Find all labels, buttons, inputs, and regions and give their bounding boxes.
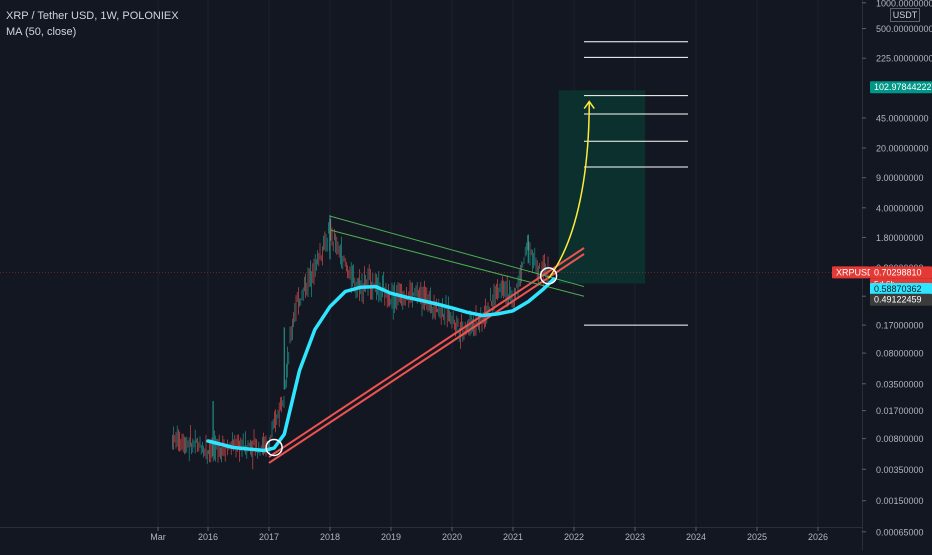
price-axis-label[interactable]: 0.08000000 xyxy=(876,349,924,359)
time-axis-label[interactable]: 2024 xyxy=(686,532,706,542)
time-axis-label[interactable]: 2019 xyxy=(381,532,401,542)
target-price-tag-bg xyxy=(870,81,932,94)
price-axis-label[interactable]: 500.00000000 xyxy=(876,24,932,34)
channel-upper-line[interactable] xyxy=(329,215,585,288)
price-axis-label[interactable]: 0.00800000 xyxy=(876,434,924,444)
time-axis-label[interactable]: 2026 xyxy=(808,532,828,542)
ma-value-tag-bg xyxy=(870,282,932,295)
last-price-tag-bg xyxy=(870,266,932,279)
channel-lower-line[interactable] xyxy=(329,229,585,297)
price-axis-label[interactable]: 1.80000000 xyxy=(876,233,924,243)
price-axis-label[interactable]: 225.00000000 xyxy=(876,54,932,64)
indicator-label[interactable]: MA (50, close) xyxy=(6,26,77,38)
time-axis-label[interactable]: 2022 xyxy=(564,532,584,542)
uptrend-line-upper[interactable] xyxy=(268,247,585,458)
time-axis-label[interactable]: 2017 xyxy=(259,532,279,542)
price-axis-label[interactable]: 4.00000000 xyxy=(876,203,924,213)
price-axis-label[interactable]: 0.00065000 xyxy=(876,527,924,537)
price-axis-label[interactable]: 0.03500000 xyxy=(876,379,924,389)
symbol-title[interactable]: XRP / Tether USD, 1W, POLONIEX xyxy=(6,10,179,22)
price-axis-label[interactable]: 1000.00000000 xyxy=(876,0,932,8)
price-axis-label[interactable]: 20.00000000 xyxy=(876,144,929,154)
symbol-price-tag-bg xyxy=(832,266,870,279)
price-axis-label[interactable]: 0.00350000 xyxy=(876,465,924,475)
ma-50-line[interactable] xyxy=(206,277,556,453)
price-axis-label[interactable]: 45.00000000 xyxy=(876,113,929,123)
highlight-circle[interactable] xyxy=(265,438,283,457)
target-price-tag[interactable]: 102.97844222 xyxy=(874,82,932,92)
ma-value-tag[interactable]: 0.58870362 xyxy=(874,284,922,294)
symbol-price-tag[interactable]: XRPUSDT xyxy=(836,267,880,277)
scale-unit-badge[interactable]: USDT xyxy=(890,8,920,22)
last-price-tag[interactable]: 0.70298810 xyxy=(874,267,922,277)
projection-arrow-head xyxy=(583,100,595,109)
price-axis-label[interactable]: 0.17000000 xyxy=(876,321,924,331)
time-axis-label[interactable]: 2018 xyxy=(320,532,340,542)
highlight-circle[interactable] xyxy=(539,267,558,285)
time-axis-label[interactable]: 2023 xyxy=(625,532,645,542)
time-axis-label[interactable]: 2016 xyxy=(198,532,218,542)
time-axis-label[interactable]: 2025 xyxy=(747,532,767,542)
time-axis-label[interactable]: Mar xyxy=(150,532,166,542)
projection-arrow[interactable] xyxy=(547,101,590,279)
time-axis-label[interactable]: 2021 xyxy=(503,532,523,542)
price-axis-label[interactable]: 9.00000000 xyxy=(876,173,924,183)
target-zone-box[interactable] xyxy=(558,90,646,284)
lower-value-tag-bg xyxy=(870,293,932,306)
time-axis-label[interactable]: 2020 xyxy=(442,532,462,542)
price-axis-label[interactable]: 0.00150000 xyxy=(876,496,924,506)
chart-legend: XRP / Tether USD, 1W, POLONIEX MA (50, c… xyxy=(6,8,179,40)
price-axis-label[interactable]: 0.01700000 xyxy=(876,406,924,416)
uptrend-line-lower[interactable] xyxy=(268,253,585,464)
lower-value-tag[interactable]: 0.49122459 xyxy=(874,295,922,305)
